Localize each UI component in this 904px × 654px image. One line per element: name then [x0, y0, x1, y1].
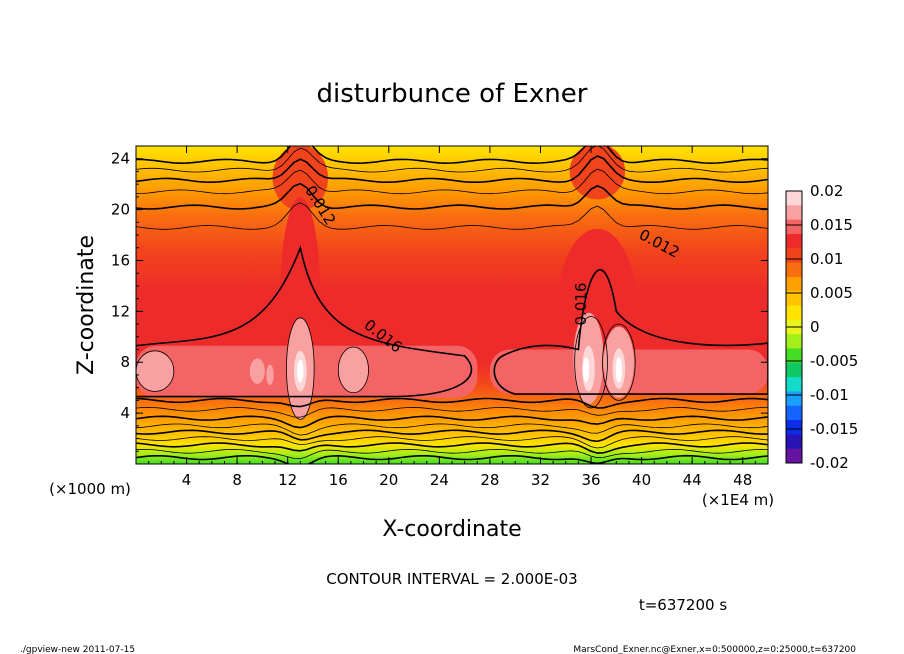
contour-interval: CONTOUR INTERVAL = 2.000E-03 — [326, 570, 577, 588]
colorbar: 0.02 0.015 0.01 0.005 0 -0.005 -0.01 -0.015 -0.0… — [785, 182, 858, 472]
contour-line — [136, 454, 768, 464]
y-tick-label: 20 — [111, 201, 130, 219]
colorbar-swatch — [786, 334, 802, 349]
contour-line — [337, 346, 369, 394]
x-unit-right: (×1E4 m) — [702, 491, 774, 509]
y-axis-label: Z-coordinate — [74, 235, 99, 375]
x-tick-label: 24 — [430, 471, 449, 489]
plot-area — [136, 146, 768, 464]
x-tick-label: 4 — [182, 471, 192, 489]
colorbar-tick-label: -0.005 — [810, 352, 858, 370]
x-axis: 4 8 12 16 20 24 28 32 36 40 44 48 — [135, 146, 769, 489]
y-axis: 4 8 12 16 20 24 — [111, 145, 768, 465]
field-blob — [297, 359, 304, 383]
contour-lines — [136, 146, 768, 464]
contour-line — [136, 146, 768, 165]
colorbar-swatch — [786, 191, 802, 206]
colorbar-swatch — [786, 362, 802, 378]
contour-line — [136, 429, 768, 443]
x-tick-label: 28 — [480, 471, 499, 489]
colorbar-tick-label: 0 — [810, 318, 820, 336]
x-tick-label: 20 — [379, 471, 398, 489]
colorbar-swatch — [786, 233, 802, 249]
x-unit-left: (×1000 m) — [49, 480, 131, 498]
colorbar-swatch — [786, 276, 802, 292]
contour-line — [136, 397, 768, 409]
contour-line — [136, 415, 768, 429]
y-tick-label: 4 — [120, 404, 130, 422]
colorbar-swatch — [786, 348, 802, 364]
contour-line — [136, 168, 768, 195]
colorbar-swatch — [786, 305, 802, 321]
contour-line — [136, 423, 768, 436]
x-tick-label: 44 — [683, 471, 702, 489]
x-axis-label: X-coordinate — [382, 517, 521, 542]
field-blob — [569, 146, 626, 200]
colorbar-tick-label: 0.015 — [810, 216, 853, 234]
colorbar-swatch — [786, 448, 802, 464]
x-tick-label: 32 — [531, 471, 550, 489]
colorbar-swatch — [786, 205, 802, 221]
colorbar-tick-label: -0.02 — [810, 454, 849, 472]
contour-line — [136, 202, 768, 230]
contour-line — [286, 317, 315, 420]
field-blob — [249, 358, 265, 384]
footer-left: ./gpview-new 2011-07-15 — [20, 645, 135, 654]
colorbar-tick-label: -0.015 — [810, 420, 858, 438]
colorbar-swatch — [786, 377, 802, 392]
field-blob — [582, 357, 590, 383]
contour-label: 0.016 — [572, 283, 590, 326]
chart-title: disturbunce of Exner — [317, 79, 588, 109]
colorbar-tick-label: -0.01 — [810, 386, 849, 404]
contour-line — [136, 436, 768, 449]
field-blob — [338, 347, 369, 393]
colorbar-swatch — [786, 420, 802, 435]
field-blob — [266, 364, 274, 386]
x-tick-label: 12 — [278, 471, 297, 489]
y-tick-label: 8 — [120, 353, 130, 371]
contour-line — [136, 155, 768, 184]
contour-line — [136, 442, 768, 454]
field-blob — [615, 357, 622, 383]
x-tick-label: 48 — [733, 471, 752, 489]
colorbar-swatch — [786, 219, 802, 235]
colorbar-tick-label: 0.01 — [810, 250, 843, 268]
footer-right: MarsCond_Exner.nc@Exner,x=0:500000,z=0:2… — [573, 645, 856, 654]
x-tick-label: 16 — [329, 471, 348, 489]
colorbar-swatch — [786, 291, 802, 307]
colorbar-swatch — [786, 262, 802, 278]
colorbar-swatch — [786, 248, 802, 264]
x-tick-label: 8 — [232, 471, 242, 489]
contour-line — [574, 316, 608, 409]
contour-line — [493, 269, 768, 395]
colorbar-swatch — [786, 434, 802, 450]
time-label: t=637200 s — [639, 596, 727, 614]
y-tick-label: 24 — [111, 150, 130, 168]
y-tick-label: 12 — [111, 302, 130, 320]
contour-line — [136, 146, 768, 173]
x-tick-label: 36 — [581, 471, 600, 489]
colorbar-tick-label: 0.02 — [810, 182, 843, 200]
y-tick-label: 16 — [111, 251, 130, 269]
field-blobs — [136, 146, 768, 420]
contour-line — [136, 406, 768, 418]
colorbar-swatch — [786, 405, 802, 421]
contour-line — [136, 448, 768, 460]
contour-line — [136, 244, 473, 398]
field-blob — [136, 350, 174, 392]
x-tick-label: 40 — [632, 471, 651, 489]
colorbar-tick-label: 0.005 — [810, 284, 853, 302]
colorbar-swatch — [786, 391, 802, 407]
contour-line — [602, 323, 636, 401]
contour-line — [136, 182, 768, 210]
